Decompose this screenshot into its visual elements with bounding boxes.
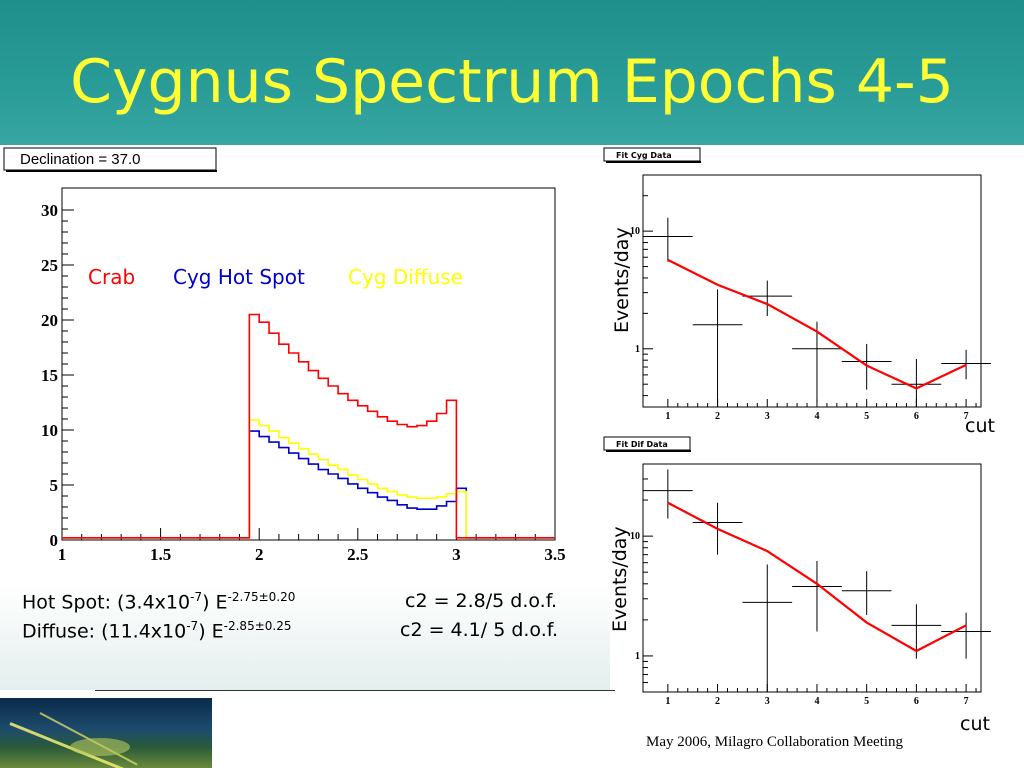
hot-spot-source: Hot Spot: bbox=[22, 591, 118, 614]
data-point bbox=[643, 469, 693, 519]
fit-dif-axes: 1 2 3 4 5 6 7 1 10 bbox=[630, 478, 977, 707]
diffuse-source: Diffuse: bbox=[22, 620, 102, 643]
fit-dif-title: Fit Dif Data bbox=[616, 440, 668, 449]
histogram-y-axis: 0 5 10 15 20 25 30 bbox=[41, 201, 74, 550]
fit-cyg-fit bbox=[667, 258, 967, 390]
histogram-series-cyg-hot-spot bbox=[62, 430, 555, 539]
diffuse-fit-line: Diffuse: (11.4x10-7) E-2.85±0.25 bbox=[22, 619, 291, 642]
fit-curve bbox=[667, 501, 967, 653]
histogram-series-cyg-diffuse bbox=[62, 419, 555, 539]
x-tick-label: 1 bbox=[665, 411, 670, 422]
x-tick-label: 3 bbox=[765, 696, 770, 707]
data-point bbox=[692, 289, 743, 407]
diffuse-norm: (11.4x10 bbox=[101, 620, 187, 643]
x-tick-label: 1 bbox=[665, 696, 670, 707]
y-tick-label: 10 bbox=[630, 531, 640, 542]
hot-spot-norm-exponent: -7 bbox=[190, 590, 203, 604]
y-tick-label: 10 bbox=[630, 226, 640, 237]
y-tick-label: 30 bbox=[41, 201, 58, 220]
x-tick-label: 2 bbox=[715, 411, 720, 422]
hot-spot-index: -2.75±0.20 bbox=[227, 590, 296, 604]
fit-curve bbox=[667, 258, 967, 390]
x-tick-label: 2 bbox=[715, 696, 720, 707]
fit-dif-ylabel: Events/day bbox=[609, 526, 631, 632]
x-tick-label: 4 bbox=[814, 696, 819, 707]
histogram-series-crab bbox=[62, 313, 555, 539]
fit-dif-xlabel: cut bbox=[960, 713, 990, 735]
x-tick-label: 6 bbox=[914, 696, 919, 707]
histogram-series bbox=[62, 313, 555, 539]
y-tick-label: 10 bbox=[41, 421, 58, 440]
y-tick-label: 1 bbox=[635, 651, 640, 662]
data-point bbox=[891, 604, 942, 659]
y-tick-label: 25 bbox=[41, 256, 58, 275]
data-point bbox=[643, 217, 693, 262]
x-tick-label: 3 bbox=[452, 545, 461, 564]
y-tick-label: 1 bbox=[635, 344, 640, 355]
fit-cyg-points bbox=[643, 217, 991, 407]
x-tick-label: 3.5 bbox=[544, 545, 565, 564]
diffuse-norm-close: ) E bbox=[198, 620, 224, 643]
data-point bbox=[941, 612, 991, 659]
data-point bbox=[792, 321, 842, 403]
fit-cyg-panel: Fit Cyg Data 1 2 3 4 5 6 7 1 10 Events/day cut bbox=[603, 147, 995, 437]
fit-cyg-frame bbox=[642, 174, 982, 408]
sky-photo-thumbnail bbox=[0, 698, 212, 768]
x-tick-label: 5 bbox=[864, 696, 869, 707]
fit-dif-points bbox=[643, 469, 991, 692]
data-point bbox=[891, 358, 942, 407]
footer-text: May 2006, Milagro Collaboration Meeting bbox=[646, 734, 904, 750]
x-tick-label: 7 bbox=[964, 696, 969, 707]
x-tick-label: 3 bbox=[765, 411, 770, 422]
legend-cyg-diffuse: Cyg Diffuse bbox=[348, 265, 463, 289]
fit-cyg-ylabel: Events/day bbox=[611, 227, 633, 333]
x-tick-label: 5 bbox=[864, 411, 869, 422]
data-point bbox=[742, 564, 793, 692]
x-tick-label: 4 bbox=[814, 411, 819, 422]
y-tick-label: 20 bbox=[41, 311, 58, 330]
data-point bbox=[941, 349, 991, 380]
diffuse-norm-exponent: -7 bbox=[186, 619, 199, 633]
hot-spot-norm: (3.4x10 bbox=[117, 591, 191, 614]
fit-dif-fit bbox=[667, 501, 967, 653]
stat-box-text: Declination = 37.0 bbox=[20, 151, 141, 168]
x-tick-label: 1.5 bbox=[150, 545, 171, 564]
glow-mark bbox=[70, 738, 130, 756]
x-tick-label: 2 bbox=[255, 545, 264, 564]
divider-line bbox=[95, 690, 615, 691]
hot-spot-fit-line: Hot Spot: (3.4x10-7) E-2.75±0.20 bbox=[22, 590, 295, 613]
x-tick-label: 2.5 bbox=[347, 545, 368, 564]
legend-crab: Crab bbox=[88, 265, 135, 289]
fit-dif-frame bbox=[642, 463, 982, 693]
hot-spot-chi2: c2 = 2.8/5 d.o.f. bbox=[405, 590, 558, 612]
x-tick-label: 1 bbox=[58, 545, 67, 564]
diffuse-index: -2.85±0.25 bbox=[223, 619, 292, 633]
fit-results-panel bbox=[0, 585, 610, 690]
fit-dif-panel: Fit Dif Data 1 2 3 4 5 6 7 1 10 Events/day cut bbox=[603, 436, 991, 735]
fit-cyg-title: Fit Cyg Data bbox=[616, 151, 672, 160]
histogram-panel: Declination = 37.0 0 5 10 15 20 25 30 1 1.5 2 2.5… bbox=[3, 147, 566, 564]
hot-spot-norm-close: ) E bbox=[202, 591, 228, 614]
y-tick-label: 0 bbox=[50, 531, 59, 550]
data-point bbox=[742, 280, 793, 316]
y-tick-label: 15 bbox=[41, 366, 58, 385]
data-point bbox=[841, 571, 892, 615]
data-point bbox=[792, 561, 842, 632]
y-tick-label: 5 bbox=[50, 476, 59, 495]
diffuse-chi2: c2 = 4.1/ 5 d.o.f. bbox=[400, 619, 559, 641]
slide-title: Cygnus Spectrum Epochs 4-5 bbox=[70, 47, 954, 117]
x-tick-label: 6 bbox=[914, 411, 919, 422]
legend-cyg-hot-spot: Cyg Hot Spot bbox=[173, 265, 305, 289]
title-banner bbox=[0, 0, 1024, 145]
x-tick-label: 7 bbox=[964, 411, 969, 422]
fit-cyg-xlabel: cut bbox=[965, 415, 995, 437]
histogram-x-axis: 1 1.5 2 2.5 3 3.5 bbox=[58, 528, 566, 564]
